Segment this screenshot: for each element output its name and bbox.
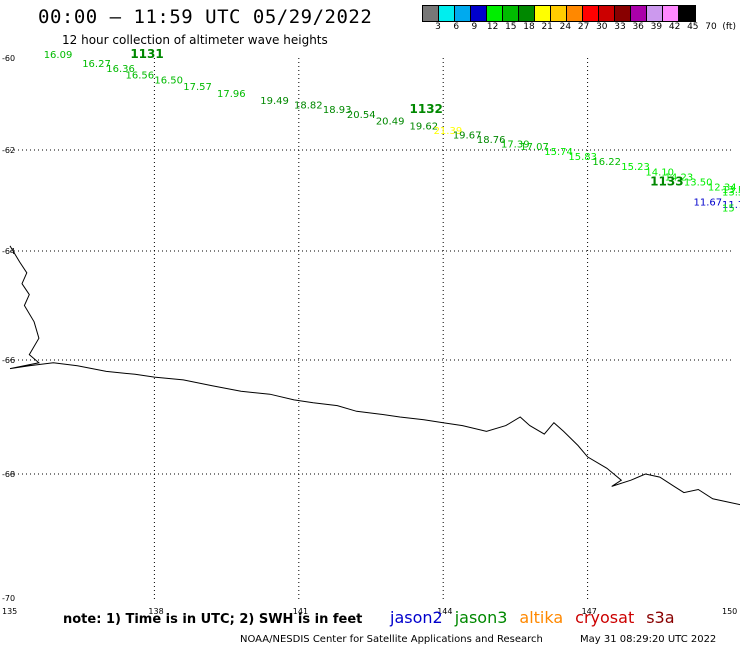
color-scale-label: 24	[559, 22, 572, 32]
wave-height-label: 13.50	[684, 177, 713, 188]
color-swatch	[519, 6, 535, 21]
wave-height-label: 15.23	[621, 162, 650, 173]
lat-tick-label: -68	[2, 470, 15, 479]
color-scale-label: 27	[577, 22, 590, 32]
lat-tick-label: -62	[2, 146, 15, 155]
lon-tick-label: 138	[148, 607, 163, 616]
map-title: 00:00 – 11:59 UTC 05/29/2022	[38, 6, 373, 28]
lat-tick-label: -66	[2, 356, 15, 365]
color-swatch	[551, 6, 567, 21]
color-swatch	[615, 6, 631, 21]
color-scale-labels: 3 6 9 12 15 18 21 24 27 30 33 36 39 42 45 70 (ft)	[422, 22, 740, 34]
wave-height-label: 19.67	[453, 131, 482, 142]
wave-height-label: 18.82	[294, 101, 323, 112]
lon-tick-label: 144	[437, 607, 452, 616]
color-swatch	[423, 6, 439, 21]
satellite-label: jason2	[390, 608, 443, 627]
credit-line: NOAA/NESDIS Center for Satellite Applica…	[240, 634, 543, 645]
satellite-legend: jason2 jason3 altika cryosat s3a	[390, 608, 687, 627]
color-scale-label: 70	[705, 22, 717, 32]
wave-height-label: 16.22	[592, 157, 621, 168]
lon-tick-label: 147	[582, 607, 597, 616]
color-swatch	[471, 6, 487, 21]
wave-height-label: 15.83	[568, 152, 597, 163]
color-swatch	[583, 6, 599, 21]
wave-height-label: 15.74	[544, 147, 573, 158]
wave-height-label: 11.78	[722, 200, 740, 211]
generated-timestamp: May 31 08:29:20 UTC 2022	[580, 634, 717, 645]
wave-height-label: 17.07	[520, 142, 549, 153]
wave-height-label: 16.09	[44, 50, 73, 61]
map-subtitle: 12 hour collection of altimeter wave hei…	[62, 33, 328, 47]
color-scale-label: 39	[650, 22, 663, 32]
color-scale-label: 30	[596, 22, 608, 32]
color-scale-bar	[422, 5, 696, 22]
wave-height-label: 15	[722, 204, 735, 215]
color-scale-label: 12	[486, 22, 499, 32]
color-scale-label: 21	[541, 22, 553, 32]
lat-tick-label: -70	[2, 594, 15, 603]
color-scale-label: 3	[435, 22, 441, 32]
wave-height-label: 18.93	[323, 105, 352, 116]
wave-height-label: 16.27	[82, 59, 111, 70]
wave-height-label: 17.96	[217, 89, 246, 100]
lat-tick-label: -64	[2, 247, 15, 256]
wave-height-label: 20.54	[347, 110, 376, 121]
satellite-label: s3a	[646, 608, 675, 627]
wave-height-label: 13.57	[722, 187, 740, 198]
wave-height-label: 17.57	[183, 82, 212, 93]
color-scale-label: 15	[505, 22, 517, 32]
footnote: note: 1) Time is in UTC; 2) SWH is in fe…	[63, 612, 363, 627]
satellite-label: altika	[519, 608, 564, 627]
color-scale-label: 45	[687, 22, 699, 32]
color-swatch	[647, 6, 663, 21]
wave-height-label: 11.67	[693, 198, 722, 209]
lat-tick-label: -60	[2, 54, 15, 63]
pass-number-label: 1132	[410, 102, 443, 116]
wave-height-label: 19.62	[410, 121, 439, 132]
color-swatch	[455, 6, 471, 21]
color-swatch	[599, 6, 615, 21]
color-swatch	[535, 6, 551, 21]
wave-height-label: 14.23	[665, 172, 694, 183]
color-scale-label: (ft)	[722, 22, 736, 32]
wave-height-label: 16.56	[126, 71, 155, 82]
color-scale-label: 9	[471, 22, 478, 32]
pass-number-label: 1131	[130, 47, 163, 61]
color-scale-label: 33	[614, 22, 626, 32]
color-swatch	[487, 6, 503, 21]
color-swatch	[439, 6, 455, 21]
color-scale-label: 6	[453, 22, 460, 32]
color-swatch	[631, 6, 647, 21]
lon-tick-label: 141	[293, 607, 308, 616]
wave-height-label: 13.52	[722, 185, 740, 196]
pass-number-label: 1133	[650, 174, 683, 188]
wave-height-label: 18.76	[477, 135, 506, 146]
wave-height-label: 12.34	[708, 182, 737, 193]
wave-height-label: 16.50	[154, 75, 183, 86]
lon-tick-label: 150	[722, 607, 737, 616]
color-scale-label: 18	[523, 22, 535, 32]
color-swatch	[567, 6, 583, 21]
color-swatch	[503, 6, 519, 21]
color-scale-label: 36	[632, 22, 644, 32]
color-scale-label: 42	[668, 22, 681, 32]
wave-height-label: 20.49	[376, 117, 405, 128]
wave-height-label: 21.39	[434, 126, 463, 137]
color-swatch	[679, 6, 695, 21]
wave-height-label: 16.36	[106, 64, 135, 75]
satellite-label: cryosat	[575, 608, 635, 627]
wave-height-label: 19.49	[260, 96, 289, 107]
coastline	[9, 245, 740, 506]
satellite-label: jason3	[454, 608, 508, 627]
wave-height-label: 14.10	[645, 167, 674, 178]
color-swatch	[663, 6, 679, 21]
lon-tick-label: 135	[2, 607, 17, 616]
wave-height-label: 17.39	[501, 140, 530, 151]
